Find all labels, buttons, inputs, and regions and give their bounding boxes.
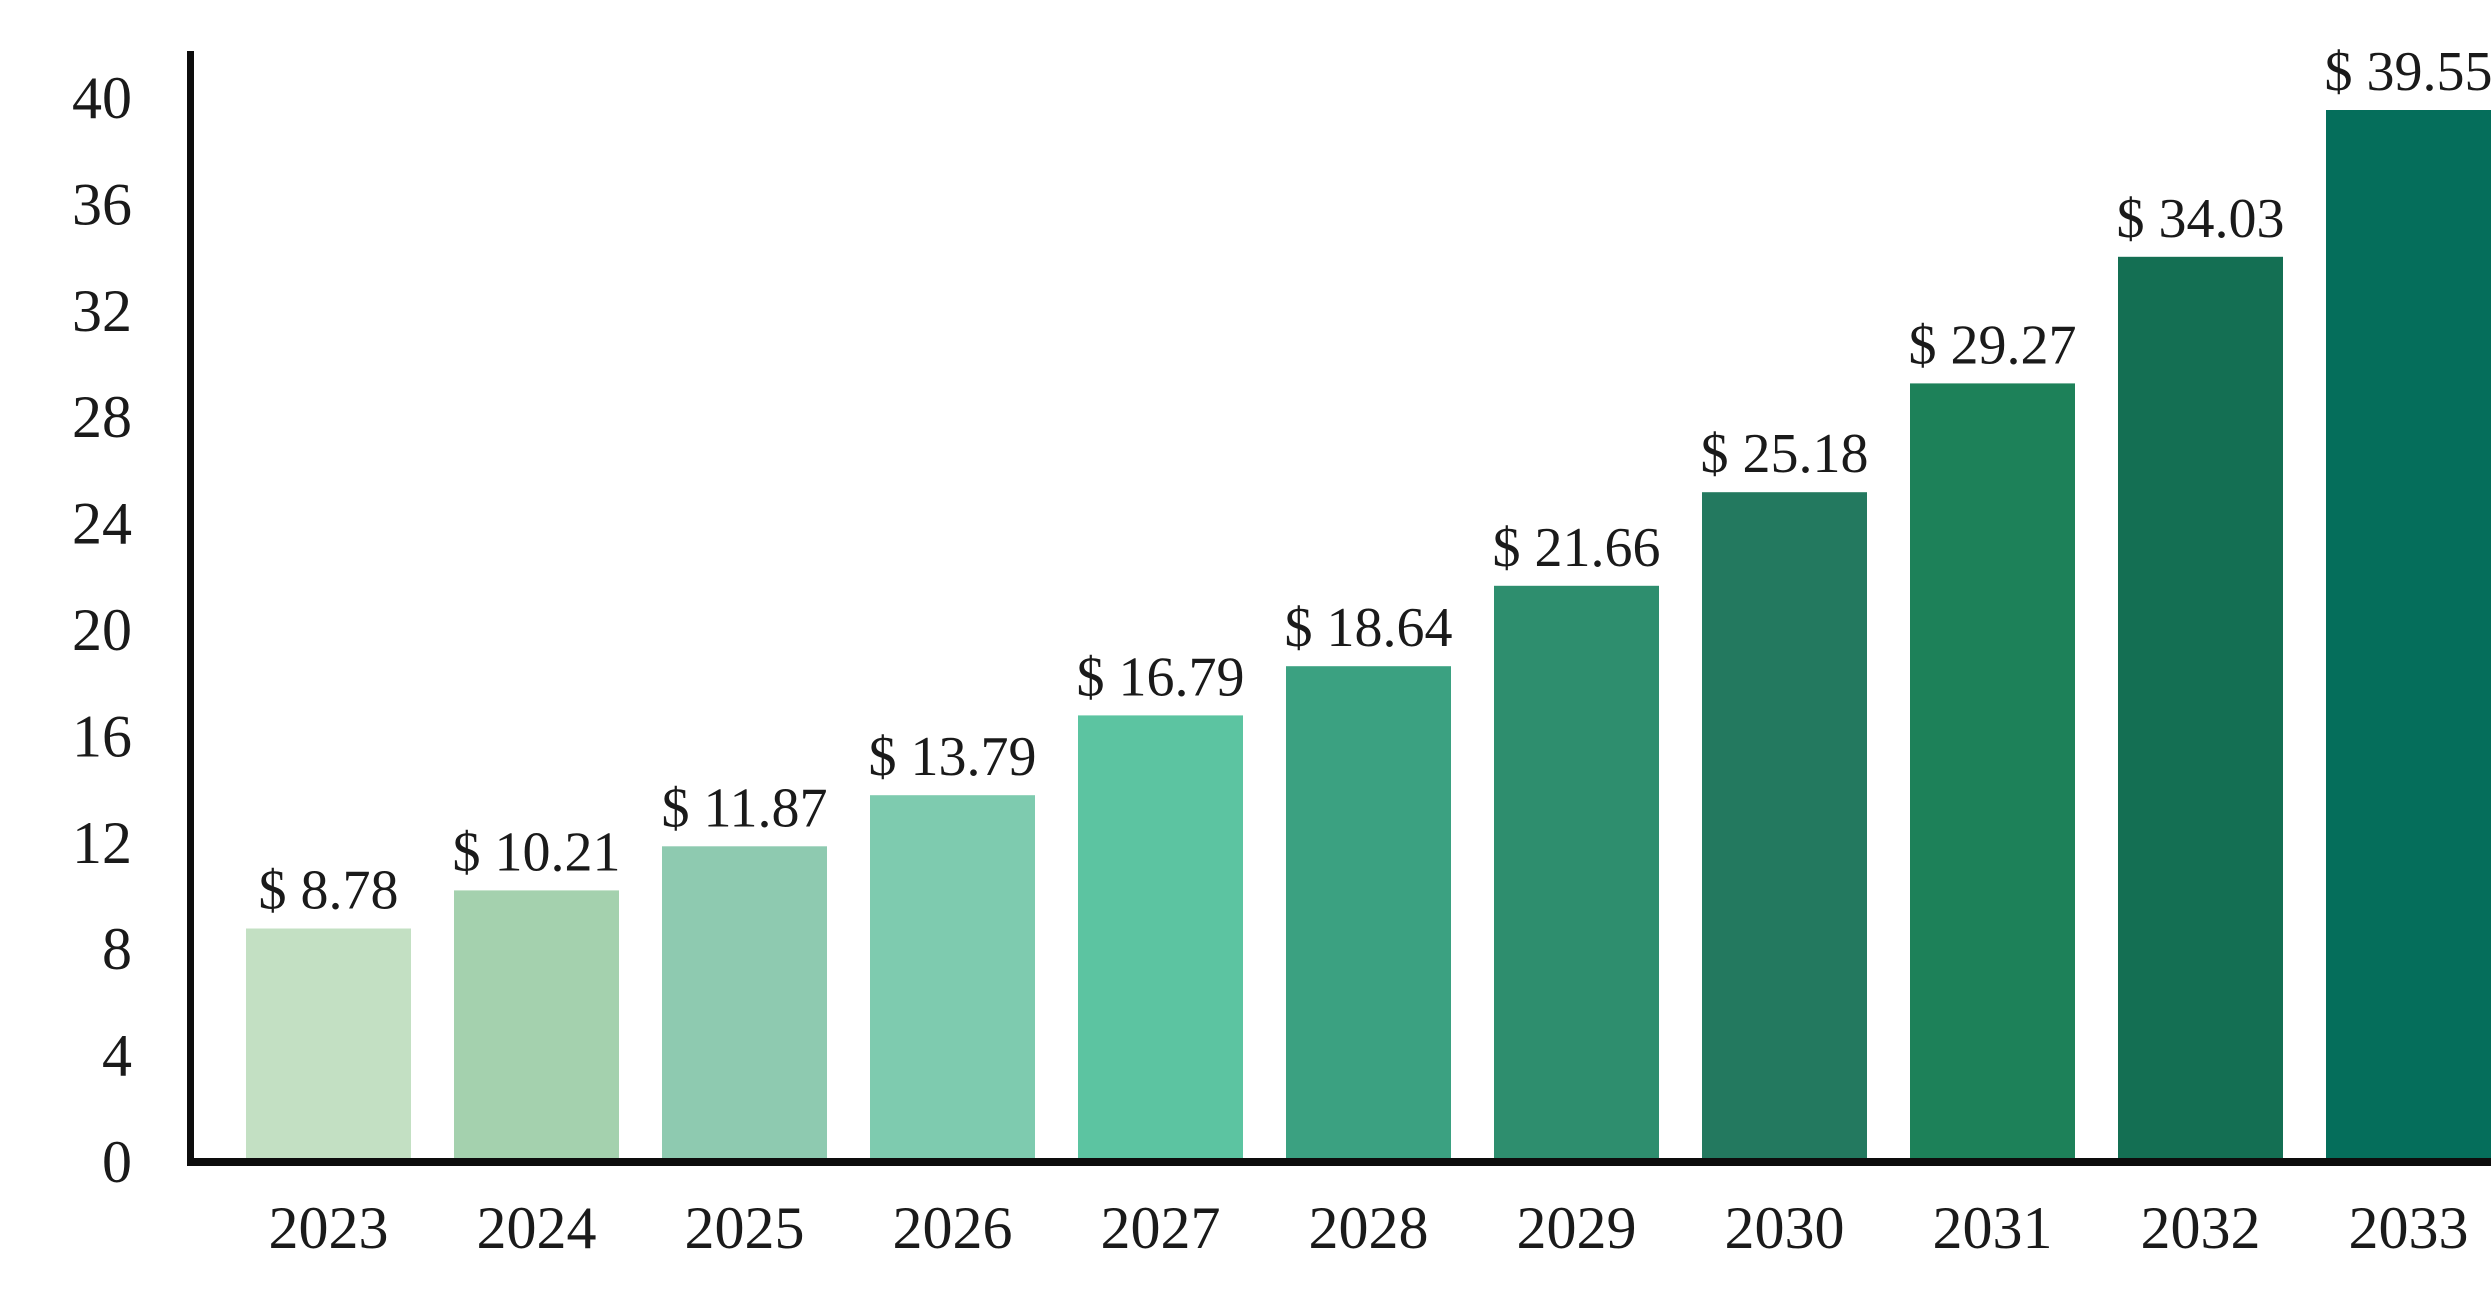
y-tick-label-24: 24 xyxy=(72,491,132,557)
bar-value-label-2028: $ 18.64 xyxy=(1285,597,1453,659)
bar-2028 xyxy=(1286,666,1451,1158)
bar-value-label-2025: $ 11.87 xyxy=(662,777,828,839)
bar-2032 xyxy=(2118,257,2283,1158)
y-tick-label-40: 40 xyxy=(72,65,132,131)
y-tick-label-32: 32 xyxy=(72,278,132,344)
x-axis-line xyxy=(187,1158,2491,1166)
bar-value-label-2026: $ 13.79 xyxy=(869,726,1037,788)
bar-2026 xyxy=(870,795,1035,1158)
bar-2033 xyxy=(2326,110,2491,1158)
bar-value-label-2027: $ 16.79 xyxy=(1077,646,1245,708)
bar-value-label-2030: $ 25.18 xyxy=(1701,423,1869,485)
bar-2031 xyxy=(1910,383,2075,1158)
y-tick-label-0: 0 xyxy=(102,1129,132,1195)
x-tick-label-2025: 2025 xyxy=(685,1195,805,1261)
y-tick-label-16: 16 xyxy=(72,703,132,769)
x-tick-label-2033: 2033 xyxy=(2349,1195,2469,1261)
x-tick-label-2031: 2031 xyxy=(1933,1195,2053,1261)
y-tick-label-20: 20 xyxy=(72,597,132,663)
bar-value-label-2029: $ 21.66 xyxy=(1493,517,1661,579)
x-tick-label-2026: 2026 xyxy=(893,1195,1013,1261)
y-tick-label-36: 36 xyxy=(72,171,132,237)
x-tick-label-2027: 2027 xyxy=(1101,1195,1221,1261)
bar-2030 xyxy=(1702,492,1867,1158)
bar-value-label-2024: $ 10.21 xyxy=(453,821,621,883)
bar-value-label-2031: $ 29.27 xyxy=(1909,314,2077,376)
y-axis-line xyxy=(187,51,194,1166)
x-tick-label-2030: 2030 xyxy=(1725,1195,1845,1261)
bar-2024 xyxy=(454,890,619,1158)
bar-value-label-2032: $ 34.03 xyxy=(2117,188,2285,250)
x-tick-label-2032: 2032 xyxy=(2141,1195,2261,1261)
bar-2023 xyxy=(246,929,411,1159)
bar-2025 xyxy=(662,846,827,1158)
y-tick-label-8: 8 xyxy=(102,916,132,982)
bar-value-label-2033: $ 39.55 xyxy=(2325,41,2491,103)
y-tick-label-4: 4 xyxy=(102,1023,132,1089)
x-tick-label-2029: 2029 xyxy=(1517,1195,1637,1261)
bar-2027 xyxy=(1078,715,1243,1158)
y-tick-label-28: 28 xyxy=(72,384,132,450)
bar-value-label-2023: $ 8.78 xyxy=(259,860,399,922)
y-tick-label-12: 12 xyxy=(72,810,132,876)
bar-2029 xyxy=(1494,586,1659,1158)
x-tick-label-2023: 2023 xyxy=(269,1195,389,1261)
x-tick-label-2024: 2024 xyxy=(477,1195,597,1261)
x-tick-label-2028: 2028 xyxy=(1309,1195,1429,1261)
